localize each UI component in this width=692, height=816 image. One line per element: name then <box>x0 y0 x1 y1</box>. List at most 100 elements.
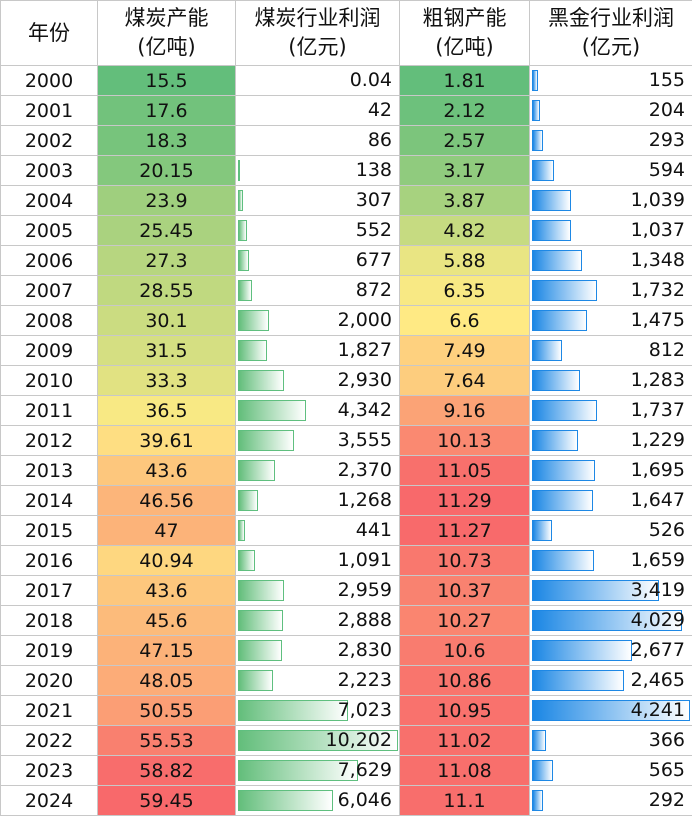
coal-capacity-cell[interactable]: 27.3 <box>97 245 236 276</box>
year-cell[interactable]: 2005 <box>0 215 98 246</box>
coal-profit-cell[interactable]: 3,555 <box>235 425 400 456</box>
steel-capacity-cell[interactable]: 11.02 <box>399 725 530 756</box>
year-cell[interactable]: 2001 <box>0 95 98 126</box>
coal-profit-cell[interactable]: 138 <box>235 155 400 186</box>
coal-capacity-cell[interactable]: 47 <box>97 515 236 546</box>
coal-capacity-cell[interactable]: 36.5 <box>97 395 236 426</box>
year-cell[interactable]: 2021 <box>0 695 98 726</box>
steel-capacity-cell[interactable]: 1.81 <box>399 65 530 96</box>
coal-profit-cell[interactable]: 86 <box>235 125 400 156</box>
year-cell[interactable]: 2003 <box>0 155 98 186</box>
coal-capacity-cell[interactable]: 31.5 <box>97 335 236 366</box>
steel-capacity-cell[interactable]: 10.86 <box>399 665 530 696</box>
steel-capacity-cell[interactable]: 11.05 <box>399 455 530 486</box>
coal-capacity-cell[interactable]: 46.56 <box>97 485 236 516</box>
ferrous-profit-cell[interactable]: 1,647 <box>529 485 692 516</box>
ferrous-profit-cell[interactable]: 293 <box>529 125 692 156</box>
coal-profit-cell[interactable]: 441 <box>235 515 400 546</box>
ferrous-profit-cell[interactable]: 2,465 <box>529 665 692 696</box>
ferrous-profit-cell[interactable]: 526 <box>529 515 692 546</box>
year-cell[interactable]: 2010 <box>0 365 98 396</box>
coal-profit-cell[interactable]: 677 <box>235 245 400 276</box>
header-steel-capacity[interactable]: 粗钢产能 (亿吨) <box>399 0 530 66</box>
coal-profit-cell[interactable]: 552 <box>235 215 400 246</box>
header-year[interactable]: 年份 <box>0 0 98 66</box>
ferrous-profit-cell[interactable]: 565 <box>529 755 692 786</box>
ferrous-profit-cell[interactable]: 2,677 <box>529 635 692 666</box>
coal-profit-cell[interactable]: 0.04 <box>235 65 400 96</box>
steel-capacity-cell[interactable]: 2.12 <box>399 95 530 126</box>
year-cell[interactable]: 2013 <box>0 455 98 486</box>
steel-capacity-cell[interactable]: 7.49 <box>399 335 530 366</box>
coal-capacity-cell[interactable]: 28.55 <box>97 275 236 306</box>
coal-profit-cell[interactable]: 2,959 <box>235 575 400 606</box>
year-cell[interactable]: 2009 <box>0 335 98 366</box>
coal-profit-cell[interactable]: 2,000 <box>235 305 400 336</box>
coal-profit-cell[interactable]: 42 <box>235 95 400 126</box>
coal-capacity-cell[interactable]: 33.3 <box>97 365 236 396</box>
steel-capacity-cell[interactable]: 11.29 <box>399 485 530 516</box>
year-cell[interactable]: 2018 <box>0 605 98 636</box>
steel-capacity-cell[interactable]: 10.37 <box>399 575 530 606</box>
ferrous-profit-cell[interactable]: 3,419 <box>529 575 692 606</box>
ferrous-profit-cell[interactable]: 1,348 <box>529 245 692 276</box>
coal-profit-cell[interactable]: 4,342 <box>235 395 400 426</box>
steel-capacity-cell[interactable]: 9.16 <box>399 395 530 426</box>
ferrous-profit-cell[interactable]: 1,229 <box>529 425 692 456</box>
coal-profit-cell[interactable]: 2,830 <box>235 635 400 666</box>
steel-capacity-cell[interactable]: 10.95 <box>399 695 530 726</box>
ferrous-profit-cell[interactable]: 4,241 <box>529 695 692 726</box>
steel-capacity-cell[interactable]: 2.57 <box>399 125 530 156</box>
year-cell[interactable]: 2004 <box>0 185 98 216</box>
year-cell[interactable]: 2019 <box>0 635 98 666</box>
coal-profit-cell[interactable]: 1,091 <box>235 545 400 576</box>
ferrous-profit-cell[interactable]: 366 <box>529 725 692 756</box>
ferrous-profit-cell[interactable]: 1,659 <box>529 545 692 576</box>
coal-profit-cell[interactable]: 6,046 <box>235 785 400 816</box>
year-cell[interactable]: 2017 <box>0 575 98 606</box>
coal-profit-cell[interactable]: 2,930 <box>235 365 400 396</box>
coal-capacity-cell[interactable]: 23.9 <box>97 185 236 216</box>
coal-profit-cell[interactable]: 307 <box>235 185 400 216</box>
coal-profit-cell[interactable]: 872 <box>235 275 400 306</box>
steel-capacity-cell[interactable]: 11.1 <box>399 785 530 816</box>
steel-capacity-cell[interactable]: 11.08 <box>399 755 530 786</box>
ferrous-profit-cell[interactable]: 292 <box>529 785 692 816</box>
year-cell[interactable]: 2016 <box>0 545 98 576</box>
ferrous-profit-cell[interactable]: 155 <box>529 65 692 96</box>
coal-profit-cell[interactable]: 2,370 <box>235 455 400 486</box>
coal-capacity-cell[interactable]: 30.1 <box>97 305 236 336</box>
year-cell[interactable]: 2006 <box>0 245 98 276</box>
steel-capacity-cell[interactable]: 7.64 <box>399 365 530 396</box>
steel-capacity-cell[interactable]: 6.6 <box>399 305 530 336</box>
coal-capacity-cell[interactable]: 17.6 <box>97 95 236 126</box>
year-cell[interactable]: 2002 <box>0 125 98 156</box>
coal-capacity-cell[interactable]: 25.45 <box>97 215 236 246</box>
year-cell[interactable]: 2024 <box>0 785 98 816</box>
year-cell[interactable]: 2012 <box>0 425 98 456</box>
steel-capacity-cell[interactable]: 11.27 <box>399 515 530 546</box>
ferrous-profit-cell[interactable]: 812 <box>529 335 692 366</box>
coal-profit-cell[interactable]: 2,888 <box>235 605 400 636</box>
header-ferrous-profit[interactable]: 黑金行业利润 (亿元) <box>529 0 692 66</box>
coal-profit-cell[interactable]: 2,223 <box>235 665 400 696</box>
year-cell[interactable]: 2022 <box>0 725 98 756</box>
ferrous-profit-cell[interactable]: 1,737 <box>529 395 692 426</box>
ferrous-profit-cell[interactable]: 1,039 <box>529 185 692 216</box>
coal-capacity-cell[interactable]: 39.61 <box>97 425 236 456</box>
ferrous-profit-cell[interactable]: 1,283 <box>529 365 692 396</box>
steel-capacity-cell[interactable]: 10.27 <box>399 605 530 636</box>
ferrous-profit-cell[interactable]: 1,475 <box>529 305 692 336</box>
ferrous-profit-cell[interactable]: 1,695 <box>529 455 692 486</box>
coal-capacity-cell[interactable]: 55.53 <box>97 725 236 756</box>
year-cell[interactable]: 2011 <box>0 395 98 426</box>
coal-capacity-cell[interactable]: 15.5 <box>97 65 236 96</box>
coal-capacity-cell[interactable]: 20.15 <box>97 155 236 186</box>
steel-capacity-cell[interactable]: 10.6 <box>399 635 530 666</box>
coal-profit-cell[interactable]: 7,023 <box>235 695 400 726</box>
coal-capacity-cell[interactable]: 47.15 <box>97 635 236 666</box>
coal-profit-cell[interactable]: 10,202 <box>235 725 400 756</box>
coal-profit-cell[interactable]: 1,268 <box>235 485 400 516</box>
year-cell[interactable]: 2000 <box>0 65 98 96</box>
steel-capacity-cell[interactable]: 10.73 <box>399 545 530 576</box>
